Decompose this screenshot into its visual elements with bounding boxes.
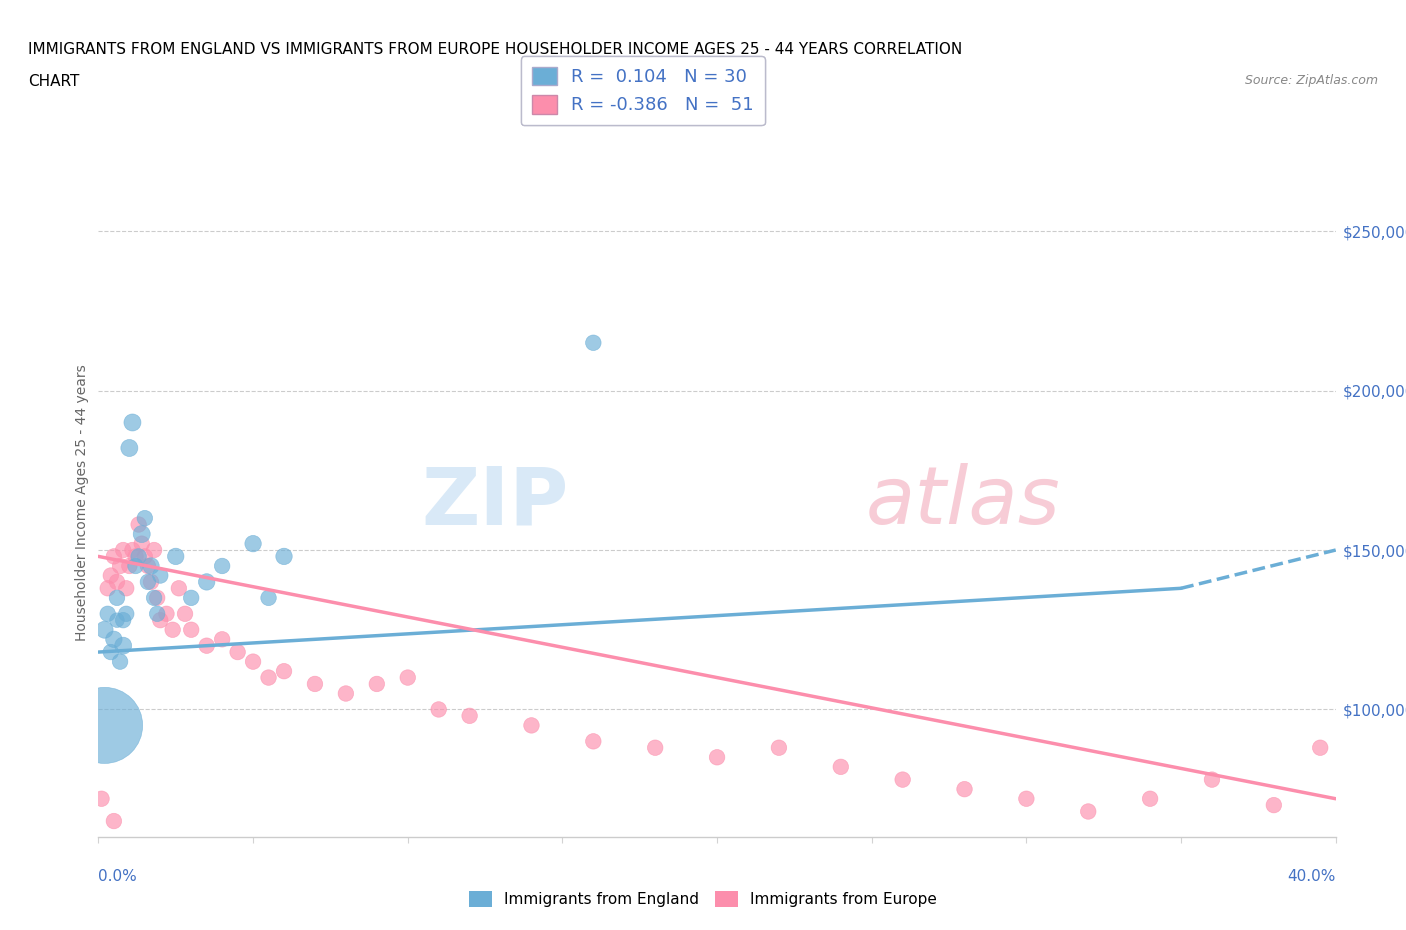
Text: 0.0%: 0.0%	[98, 869, 138, 883]
Point	[396, 671, 419, 685]
Point	[768, 740, 790, 755]
Point	[891, 772, 914, 787]
Point	[128, 549, 150, 564]
Point	[155, 606, 177, 621]
Point	[273, 664, 295, 679]
Point	[211, 559, 233, 574]
Point	[134, 549, 156, 564]
Point	[143, 542, 166, 557]
Point	[115, 606, 138, 621]
Point	[93, 622, 115, 637]
Point	[131, 526, 153, 541]
Point	[830, 760, 852, 775]
Point	[335, 686, 357, 701]
Text: ZIP: ZIP	[422, 463, 568, 541]
Legend: Immigrants from England, Immigrants from Europe: Immigrants from England, Immigrants from…	[463, 884, 943, 913]
Text: atlas: atlas	[866, 463, 1060, 541]
Point	[103, 814, 125, 829]
Point	[112, 613, 135, 628]
Point	[121, 415, 143, 430]
Point	[242, 537, 264, 551]
Point	[211, 631, 233, 646]
Point	[103, 631, 125, 646]
Point	[103, 549, 125, 564]
Point	[112, 542, 135, 557]
Point	[108, 559, 131, 574]
Point	[97, 581, 120, 596]
Point	[124, 559, 146, 574]
Point	[162, 622, 184, 637]
Point	[226, 644, 249, 659]
Point	[180, 622, 202, 637]
Point	[149, 568, 172, 583]
Point	[93, 718, 115, 733]
Point	[273, 549, 295, 564]
Point	[124, 549, 146, 564]
Point	[149, 613, 172, 628]
Text: CHART: CHART	[28, 74, 80, 89]
Point	[146, 606, 169, 621]
Point	[100, 644, 122, 659]
Text: 40.0%: 40.0%	[1288, 869, 1336, 883]
Point	[146, 591, 169, 605]
Point	[112, 638, 135, 653]
Point	[105, 591, 128, 605]
Point	[180, 591, 202, 605]
Point	[257, 591, 280, 605]
Point	[165, 549, 187, 564]
Point	[128, 517, 150, 532]
Point	[118, 559, 141, 574]
Text: Source: ZipAtlas.com: Source: ZipAtlas.com	[1244, 74, 1378, 87]
Point	[427, 702, 450, 717]
Point	[105, 575, 128, 590]
Point	[115, 581, 138, 596]
Text: IMMIGRANTS FROM ENGLAND VS IMMIGRANTS FROM EUROPE HOUSEHOLDER INCOME AGES 25 - 4: IMMIGRANTS FROM ENGLAND VS IMMIGRANTS FR…	[28, 42, 962, 57]
Point	[136, 575, 159, 590]
Point	[953, 782, 976, 797]
Point	[304, 676, 326, 691]
Point	[582, 336, 605, 351]
Point	[706, 750, 728, 764]
Point	[97, 606, 120, 621]
Point	[131, 537, 153, 551]
Point	[105, 613, 128, 628]
Point	[1309, 740, 1331, 755]
Point	[139, 559, 162, 574]
Point	[1077, 804, 1099, 819]
Point	[121, 542, 143, 557]
Point	[118, 441, 141, 456]
Point	[257, 671, 280, 685]
Point	[1201, 772, 1223, 787]
Point	[195, 575, 218, 590]
Point	[520, 718, 543, 733]
Point	[644, 740, 666, 755]
Point	[1139, 791, 1161, 806]
Point	[174, 606, 197, 621]
Point	[90, 791, 112, 806]
Y-axis label: Householder Income Ages 25 - 44 years: Householder Income Ages 25 - 44 years	[76, 364, 90, 641]
Point	[1015, 791, 1038, 806]
Legend: R =  0.104   N = 30, R = -0.386   N =  51: R = 0.104 N = 30, R = -0.386 N = 51	[520, 56, 765, 126]
Point	[1263, 798, 1285, 813]
Point	[134, 511, 156, 525]
Point	[167, 581, 190, 596]
Point	[136, 559, 159, 574]
Point	[366, 676, 388, 691]
Point	[242, 654, 264, 669]
Point	[139, 575, 162, 590]
Point	[582, 734, 605, 749]
Point	[458, 709, 481, 724]
Point	[108, 654, 131, 669]
Point	[100, 568, 122, 583]
Point	[143, 591, 166, 605]
Point	[195, 638, 218, 653]
